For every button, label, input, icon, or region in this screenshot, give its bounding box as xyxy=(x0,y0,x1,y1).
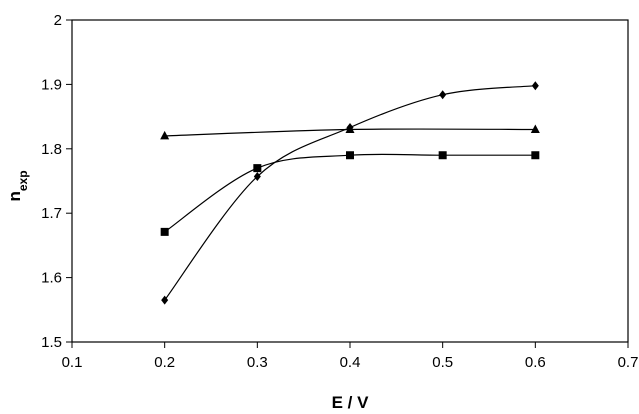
data-point-diamond xyxy=(531,81,539,91)
data-point-diamond xyxy=(439,90,447,100)
y-tick-label: 2 xyxy=(54,12,62,29)
data-point-triangle xyxy=(345,124,355,133)
x-tick-label: 0.7 xyxy=(618,354,639,371)
y-tick-label: 1.8 xyxy=(41,141,62,158)
y-axis-title: nexp xyxy=(5,170,30,201)
data-point-triangle xyxy=(160,130,170,140)
y-axis-title-sub: exp xyxy=(16,170,30,191)
y-axis: 1.5 1.6 1.7 1.8 1.9 2 xyxy=(41,12,72,351)
data-point-square xyxy=(253,164,262,173)
y-tick-label: 1.5 xyxy=(41,334,62,351)
y-tick-label: 1.7 xyxy=(41,205,62,222)
data-point-triangle xyxy=(530,124,540,133)
x-tick-label: 0.6 xyxy=(525,354,546,371)
x-tick-label: 0.4 xyxy=(340,354,361,371)
data-point-square xyxy=(438,151,447,160)
y-tick-label: 1.6 xyxy=(41,270,62,287)
x-tick-label: 0.1 xyxy=(62,354,83,371)
x-tick-label: 0.5 xyxy=(432,354,453,371)
series-line-diamond xyxy=(164,85,536,301)
x-axis: 0.1 0.2 0.3 0.4 0.5 0.6 0.7 xyxy=(62,342,639,371)
data-point-diamond xyxy=(161,295,169,305)
data-point-diamond xyxy=(253,171,261,181)
plot-area xyxy=(71,19,629,343)
data-point-square xyxy=(160,227,169,236)
y-axis-title-main: n xyxy=(5,191,24,201)
x-tick-label: 0.3 xyxy=(247,354,268,371)
data-point-square xyxy=(531,151,540,160)
data-point-square xyxy=(346,151,354,160)
y-tick-label: 1.9 xyxy=(41,76,62,93)
series-layer xyxy=(160,81,540,305)
x-axis-title: E / V xyxy=(332,393,370,412)
x-tick-label: 0.2 xyxy=(154,354,175,371)
